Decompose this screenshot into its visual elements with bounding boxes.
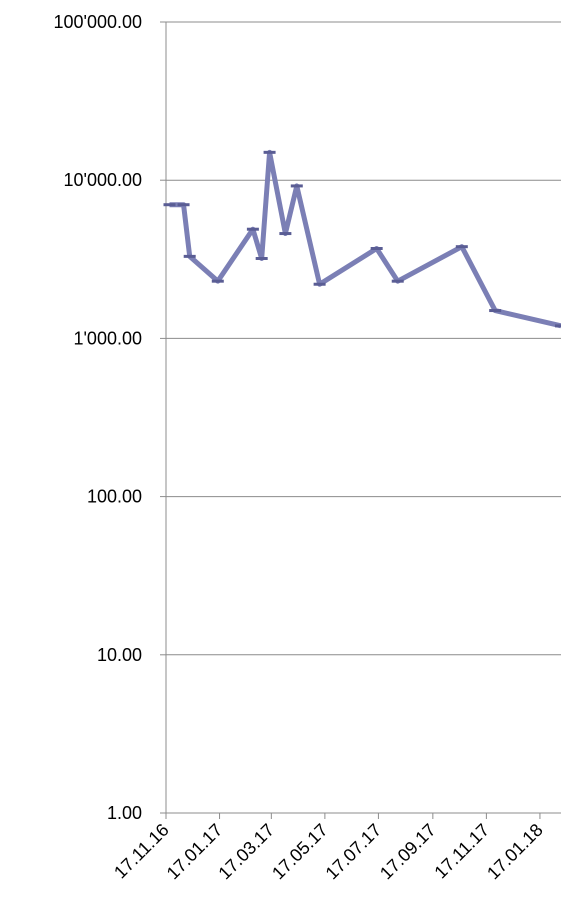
x-tick-label: 17.07.17	[322, 820, 386, 884]
x-tick-label: 17.05.17	[268, 820, 332, 884]
x-tick-label: 17.03.17	[214, 820, 278, 884]
y-tick-label: 100.00	[87, 487, 142, 507]
y-tick-label: 100'000.00	[53, 12, 142, 32]
x-tick-label: 17.01.17	[163, 820, 227, 884]
series-line	[169, 149, 561, 329]
y-tick-label: 1.00	[107, 803, 142, 823]
x-tick-label: 17.01.18	[483, 820, 547, 884]
x-tick-label: 17.11.16	[110, 820, 173, 883]
y-tick-label: 10.00	[97, 645, 142, 665]
y-tick-label: 1'000.00	[73, 328, 142, 348]
x-tick-label: 17.09.17	[376, 820, 440, 884]
x-tick-label: 17.11.17	[430, 820, 493, 883]
y-tick-label: 10'000.00	[63, 170, 142, 190]
